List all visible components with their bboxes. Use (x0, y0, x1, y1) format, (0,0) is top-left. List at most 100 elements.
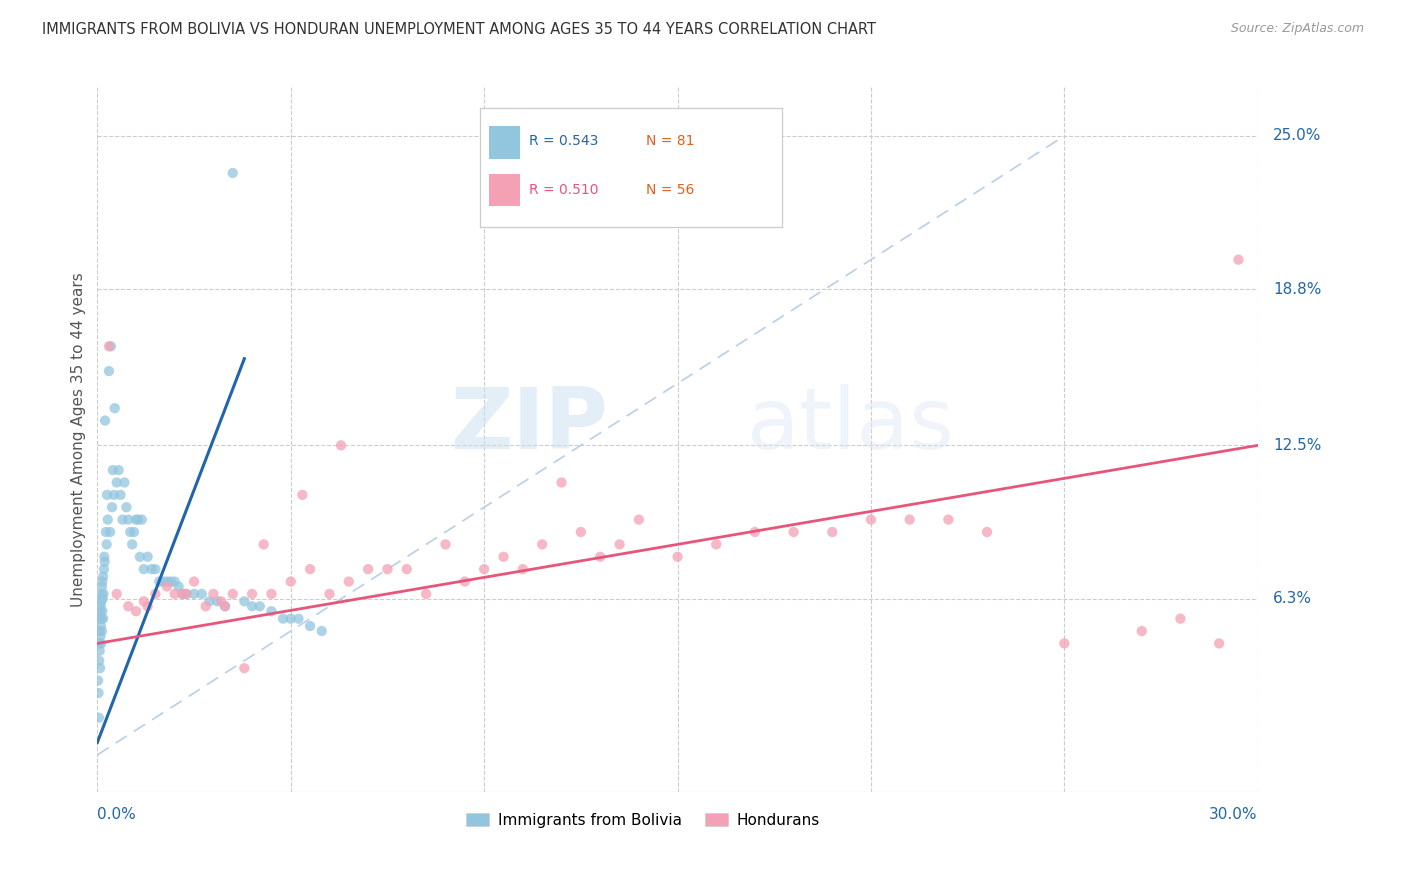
Point (89, 636, 111, 650)
Point (214, 599, 236, 614)
Point (1170, 612, 1192, 626)
Point (782, 524, 804, 539)
Point (101, 500, 124, 515)
Y-axis label: Unemployment Among Ages 35 to 44 years: Unemployment Among Ages 35 to 44 years (72, 272, 86, 607)
Point (125, 604, 148, 618)
Point (311, 624, 333, 638)
Point (198, 594, 221, 608)
Point (291, 488, 314, 502)
Point (89, 644, 111, 658)
Point (704, 537, 727, 551)
Point (222, 166, 245, 180)
Point (898, 513, 921, 527)
Point (1053, 636, 1076, 650)
Point (97, 339, 120, 353)
Point (94, 414, 117, 428)
Point (131, 513, 153, 527)
Point (129, 549, 152, 564)
Point (280, 574, 302, 589)
Text: 25.0%: 25.0% (1274, 128, 1322, 144)
Point (299, 619, 322, 633)
Point (136, 599, 159, 614)
Point (280, 612, 302, 626)
Point (191, 587, 214, 601)
Point (90, 587, 112, 601)
Point (859, 513, 882, 527)
Point (454, 574, 477, 589)
Point (122, 524, 145, 539)
Point (415, 587, 437, 601)
Point (111, 513, 134, 527)
Point (148, 574, 170, 589)
Point (156, 574, 179, 589)
Point (202, 587, 225, 601)
Point (96, 488, 118, 502)
Point (976, 524, 998, 539)
Point (89, 612, 111, 626)
Legend: Immigrants from Bolivia, Hondurans: Immigrants from Bolivia, Hondurans (460, 806, 827, 834)
Point (105, 475, 128, 490)
Text: 6.3%: 6.3% (1274, 591, 1312, 607)
Text: 12.5%: 12.5% (1274, 438, 1322, 453)
Point (141, 562, 163, 576)
Point (330, 438, 353, 452)
Point (89, 629, 111, 643)
Text: ZIP: ZIP (450, 384, 607, 467)
Point (93, 555, 115, 569)
Point (167, 579, 190, 593)
Point (569, 524, 592, 539)
Point (233, 661, 256, 675)
Point (127, 513, 149, 527)
Point (395, 562, 418, 576)
Point (91, 579, 114, 593)
Point (214, 599, 236, 614)
Point (93, 587, 115, 601)
Point (93, 549, 115, 564)
Point (1208, 636, 1230, 650)
Point (90, 619, 112, 633)
Point (89, 624, 111, 638)
Point (132, 562, 155, 576)
Point (91, 612, 114, 626)
Point (337, 574, 360, 589)
Point (112, 475, 135, 490)
Point (472, 562, 495, 576)
Point (287, 612, 309, 626)
Point (172, 587, 194, 601)
Point (145, 562, 167, 576)
Text: Source: ZipAtlas.com: Source: ZipAtlas.com (1230, 22, 1364, 36)
Point (194, 599, 217, 614)
Point (156, 579, 179, 593)
Point (434, 537, 457, 551)
Point (120, 524, 142, 539)
Point (240, 587, 263, 601)
Point (132, 594, 155, 608)
Point (152, 574, 174, 589)
Point (125, 513, 148, 527)
Point (98, 524, 121, 539)
Point (87, 686, 110, 700)
Point (87, 673, 110, 688)
Point (91, 591, 114, 606)
Point (240, 599, 263, 614)
Point (107, 463, 129, 477)
Point (163, 574, 186, 589)
Point (89, 654, 111, 668)
Point (97, 364, 120, 378)
Point (260, 587, 283, 601)
Point (100, 339, 122, 353)
Point (357, 562, 380, 576)
Point (233, 594, 256, 608)
Point (512, 562, 534, 576)
Point (93, 562, 115, 576)
Point (209, 594, 232, 608)
Point (318, 587, 340, 601)
Point (94, 524, 117, 539)
Point (249, 599, 271, 614)
Point (90, 594, 112, 608)
Point (253, 537, 276, 551)
Point (666, 549, 689, 564)
Text: IMMIGRANTS FROM BOLIVIA VS HONDURAN UNEMPLOYMENT AMONG AGES 35 TO 44 YEARS CORRE: IMMIGRANTS FROM BOLIVIA VS HONDURAN UNEM… (42, 22, 876, 37)
Point (172, 587, 194, 601)
Point (104, 401, 127, 416)
